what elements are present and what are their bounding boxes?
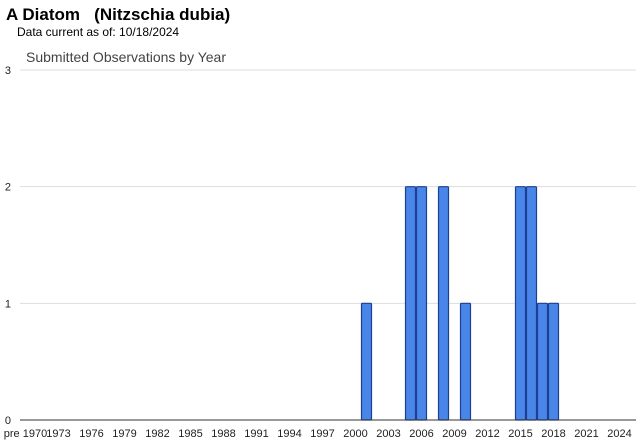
gridlines — [20, 69, 636, 304]
x-tick-label-3: 1979 — [112, 428, 136, 440]
y-tick-label-2: 2 — [5, 182, 11, 194]
bar-2009 — [459, 302, 472, 421]
species-title: A Diatom (Nitzschia dubia) — [6, 5, 231, 24]
x-tick-label-5: 1985 — [178, 428, 202, 440]
x-tick-label-9: 1997 — [310, 428, 334, 440]
x-tick-label-8: 1994 — [277, 428, 301, 440]
x-tick-label-15: 2015 — [508, 428, 532, 440]
y-axis-labels: 0 1 2 3 — [5, 65, 11, 427]
data-current-date: Data current as of: 10/18/2024 — [17, 25, 180, 39]
x-tick-label-11: 2003 — [376, 428, 400, 440]
bar-2017 — [547, 302, 560, 421]
x-tick-label-13: 2009 — [442, 428, 466, 440]
bar-2016 — [536, 302, 549, 421]
y-tick-label-1: 1 — [5, 298, 11, 310]
x-tick-label-12: 2006 — [409, 428, 433, 440]
chart-title: Submitted Observations by Year — [26, 49, 227, 65]
bar-2014 — [514, 186, 527, 421]
x-tick-label-1: 1973 — [46, 428, 70, 440]
bar-2007 — [437, 186, 450, 421]
x-tick-label-7: 1991 — [244, 428, 268, 440]
bars — [360, 186, 560, 421]
x-tick-label-17: 2021 — [574, 428, 598, 440]
bar-2000 — [360, 302, 373, 421]
x-axis-labels: pre 1970 1973 1976 1979 1982 1985 1988 1991 1994… — [4, 428, 632, 440]
x-tick-label-6: 1988 — [211, 428, 235, 440]
x-tick-label-10: 2000 — [343, 428, 367, 440]
bar-2004 — [404, 186, 417, 421]
x-tick-label-4: 1982 — [145, 428, 169, 440]
x-tick-label-2: 1976 — [79, 428, 103, 440]
y-tick-label-3: 3 — [5, 65, 11, 77]
bar-2015 — [525, 186, 538, 421]
x-tick-label-14: 2012 — [475, 428, 499, 440]
bar-2005 — [415, 186, 428, 421]
x-tick-label-16: 2018 — [541, 428, 565, 440]
x-tick-label-0: pre 1970 — [4, 428, 47, 440]
x-tick-label-18: 2024 — [607, 428, 631, 440]
y-tick-label-0: 0 — [5, 415, 11, 427]
